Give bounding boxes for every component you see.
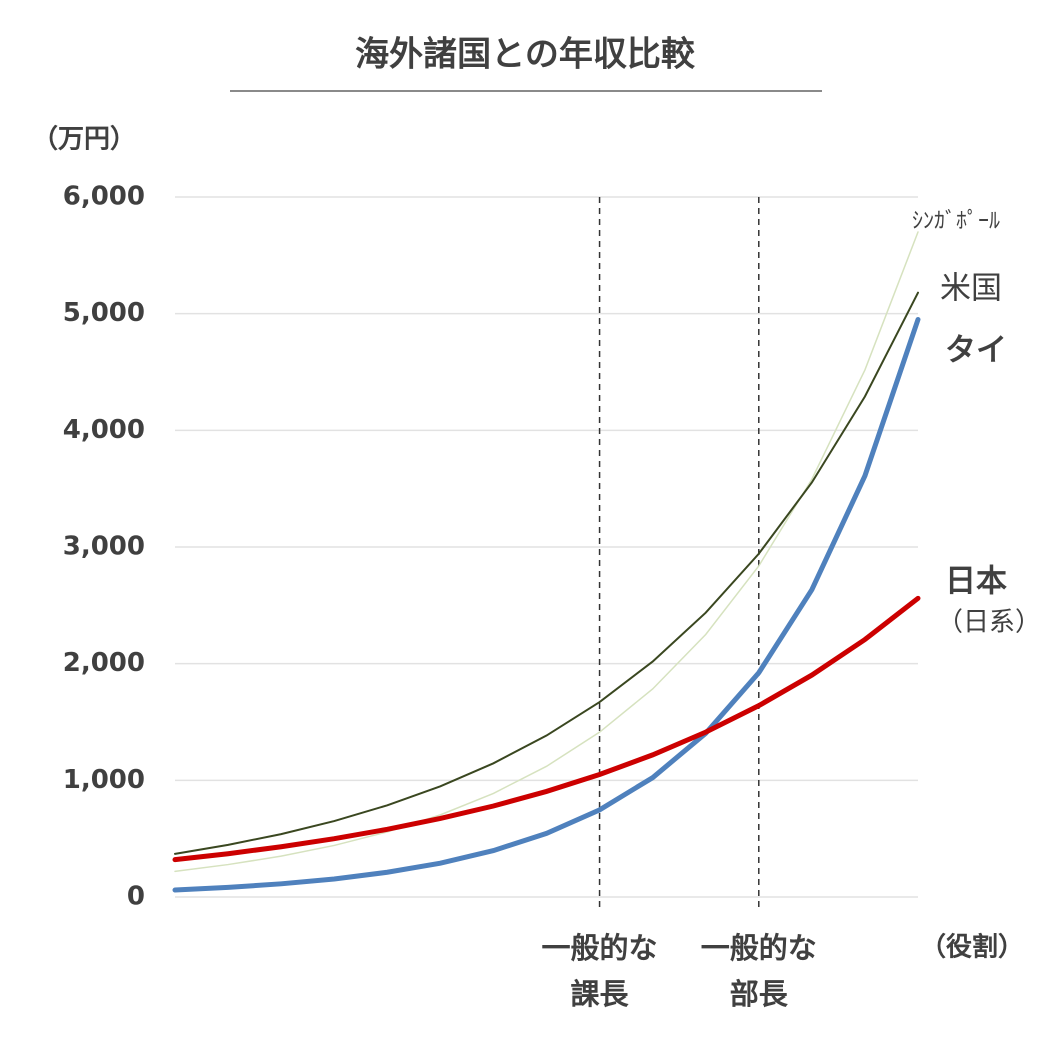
y-tick-label: 3,000 xyxy=(63,532,145,562)
y-tick-label: 6,000 xyxy=(63,182,145,212)
series-line xyxy=(172,595,921,863)
y-tick-label: 4,000 xyxy=(63,415,145,445)
series-line xyxy=(174,231,919,873)
series-note: （日系） xyxy=(937,608,1041,638)
series-label: タイ xyxy=(945,333,1007,369)
x-tick-label: 一般的な 課長 xyxy=(541,931,658,1011)
x-axis-label: （役割） xyxy=(920,932,1024,963)
y-unit: （万円） xyxy=(32,125,136,155)
y-tick-label: 0 xyxy=(127,882,145,912)
y-tick-label: 5,000 xyxy=(63,298,145,328)
series-label: 米国 xyxy=(940,271,1002,307)
x-tick-label: 一般的な 部長 xyxy=(700,931,817,1011)
y-tick-label: 2,000 xyxy=(63,648,145,678)
y-tick-label: 1,000 xyxy=(63,765,145,795)
series-label: ｼﾝｶﾞﾎﾟｰﾙ xyxy=(912,209,1000,234)
chart-title: 海外諸国との年収比較 xyxy=(355,35,696,75)
series-label: 日本 xyxy=(945,564,1007,600)
series-line xyxy=(174,291,919,855)
series-line xyxy=(172,317,921,893)
